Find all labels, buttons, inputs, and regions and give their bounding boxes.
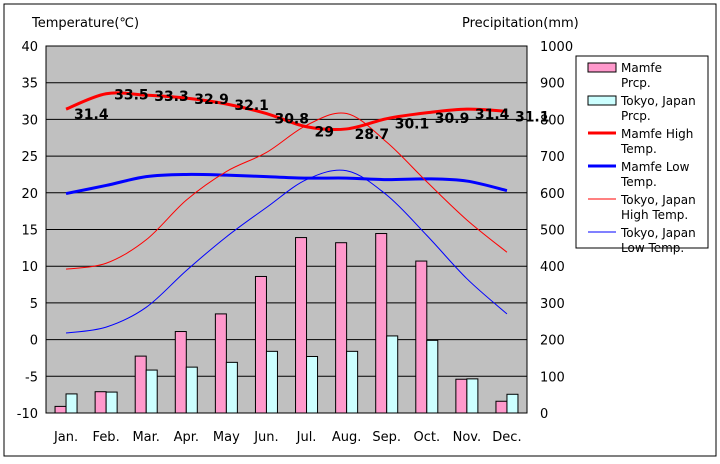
precipitation-bar [466,378,479,414]
precipitation-bar [105,391,118,414]
y-left-tick-label: 10 [21,260,38,275]
legend-label-continued: Prcp. [621,109,651,123]
precipitation-bar [455,378,468,414]
legend-label: Mamfe High [621,127,693,141]
y-left-tick-label: -5 [25,370,38,385]
x-tick-label: Jun. [253,430,278,445]
precipitation-bar [346,350,359,414]
legend-label: Mamfe Low [621,160,690,174]
precipitation-bar [495,400,508,414]
legend-box [575,55,709,249]
right-axis-label: Precipitation(mm) [462,16,579,31]
y-left-tick-label: -10 [17,407,38,422]
x-tick-label: Nov. [453,430,482,445]
data-label: 33.3 [154,89,189,105]
precipitation-bar [306,355,319,414]
precipitation-bar [214,313,227,414]
y-right-tick-label: 600 [540,187,565,202]
y-right-tick-label: 200 [540,334,565,349]
temperature-line [65,112,508,270]
x-tick-label: Oct. [413,430,440,445]
data-label: 30.9 [435,111,470,127]
data-label: 32.1 [234,98,269,114]
data-label: 28.7 [355,127,390,143]
precipitation-bar [145,369,158,414]
legend-label: Tokyo, Japan [620,193,696,207]
left-axis-label: Temperature(℃) [31,16,139,31]
precipitation-bar [506,393,519,414]
y-left-tick-label: 15 [21,224,38,239]
x-tick-label: May [213,430,240,445]
legend-label-continued: Temp. [620,175,657,189]
precipitation-bar [254,275,267,414]
precipitation-bar [335,242,348,414]
legend-label-continued: Prcp. [621,76,651,90]
y-right-tick-label: 900 [540,77,565,92]
precipitation-bar [134,355,147,414]
precipitation-bar [426,339,439,414]
temperature-line [65,91,508,132]
precipitation-bar [225,361,238,414]
data-label: 31.4 [475,107,510,123]
data-label: 31.4 [74,107,109,123]
y-right-tick-label: 500 [540,224,565,239]
y-left-tick-label: 0 [30,334,38,349]
data-label: 31.1 [515,109,550,125]
precipitation-bar [295,237,308,414]
x-tick-label: Dec. [492,430,521,445]
x-tick-label: Jan. [53,430,78,445]
legend-swatch [587,62,617,73]
precipitation-bar [65,393,78,414]
legend-label-continued: Temp. [620,142,657,156]
x-tick-label: Mar. [132,430,159,445]
precipitation-bar [54,405,67,414]
data-label: 30.1 [395,117,430,133]
precipitation-bar [94,391,107,414]
precipitation-bar [375,233,388,414]
precipitation-bar [415,260,428,414]
x-tick-label: Apr. [174,430,199,445]
y-left-tick-label: 20 [21,187,38,202]
data-label: 29 [315,125,334,141]
y-right-tick-label: 0 [540,407,548,422]
legend-label: Mamfe [621,61,662,75]
legend-label-continued: High Temp. [621,208,688,222]
axis-ticks: 4035302520151050-5-101000900800700600500… [17,40,573,445]
legend-swatch [587,95,617,106]
x-tick-label: Feb. [93,430,120,445]
legend-label: Tokyo, Japan [620,226,696,240]
legend-label-continued: Low Temp. [621,241,684,255]
precipitation-bars [54,233,519,414]
y-left-tick-label: 35 [21,77,38,92]
x-tick-label: Aug. [332,430,362,445]
y-left-tick-label: 40 [21,40,38,55]
y-right-tick-label: 800 [540,113,565,128]
data-label: 30.8 [274,112,309,128]
y-right-tick-label: 100 [540,370,565,385]
temperature-data-labels: 31.4 33.5 33.3 32.9 32.1 30.8 29 28.7 30.1 30.9 31… [74,88,549,143]
temperature-line [65,172,508,196]
y-right-tick-label: 300 [540,297,565,312]
y-right-tick-label: 400 [540,260,565,275]
temperature-line [65,169,508,334]
y-left-tick-label: 5 [30,297,38,312]
temperature-lines [65,91,508,334]
data-label: 32.9 [194,92,229,108]
precipitation-bar [185,366,198,414]
x-tick-label: Jul. [296,430,317,445]
y-left-tick-label: 25 [21,150,38,165]
precipitation-bar [386,335,399,414]
precipitation-bar [265,350,278,414]
y-right-tick-label: 700 [540,150,565,165]
legend-label: Tokyo, Japan [620,94,696,108]
precipitation-bar [174,331,187,414]
y-right-tick-label: 1000 [540,40,573,55]
x-tick-label: Sep. [372,430,401,445]
y-left-tick-label: 30 [21,113,38,128]
data-label: 33.5 [114,88,149,104]
